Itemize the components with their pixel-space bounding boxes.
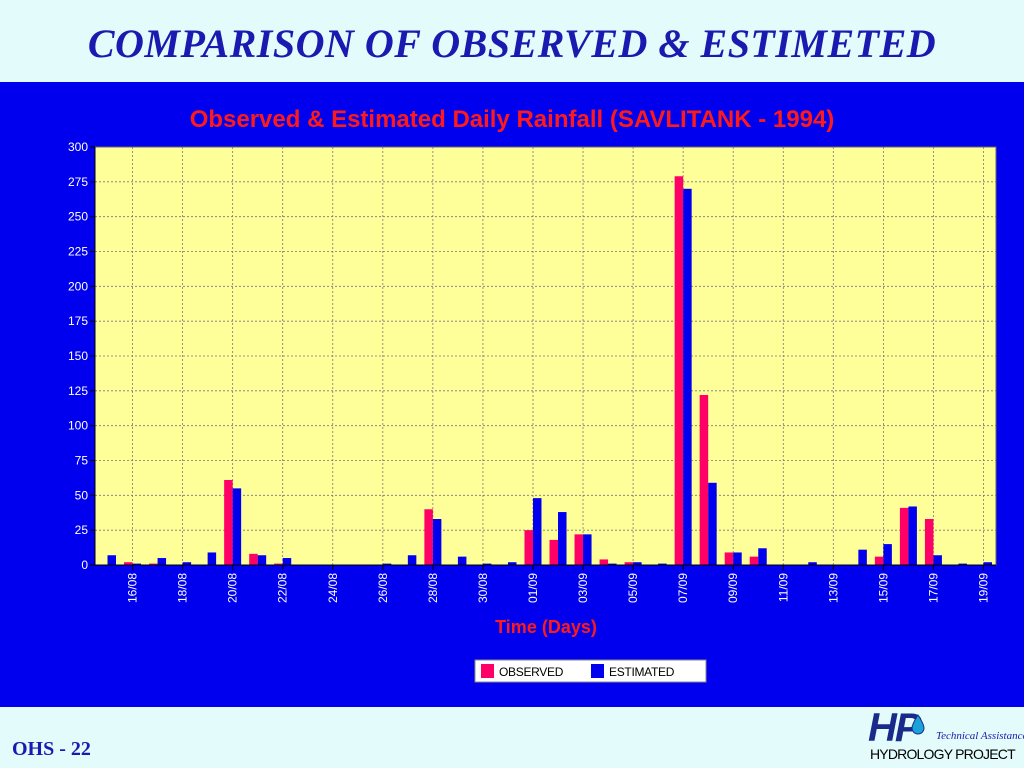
- estimated-bar: [182, 562, 192, 565]
- y-tick-label: 150: [68, 349, 88, 363]
- y-tick-label: 0: [81, 558, 88, 572]
- y-tick-label: 25: [75, 523, 89, 537]
- observed-bar: [149, 563, 158, 565]
- chart-title: Observed & Estimated Daily Rainfall (SAV…: [189, 106, 835, 133]
- x-tick-label: 17/09: [926, 573, 940, 603]
- legend-label-observed: OBSERVED: [499, 665, 564, 679]
- estimated-bar: [633, 562, 642, 565]
- estimated-bar: [658, 563, 667, 565]
- observed-bar: [274, 563, 283, 565]
- observed-bar: [424, 509, 433, 565]
- estimated-bar: [558, 512, 567, 565]
- y-tick-label: 250: [68, 210, 88, 224]
- observed-bar: [924, 519, 934, 565]
- observed-bar: [624, 562, 634, 565]
- slide-number: OHS - 22: [12, 738, 91, 760]
- x-tick-label: 24/08: [326, 573, 340, 603]
- estimated-bar: [157, 558, 167, 565]
- observed-bar: [599, 559, 609, 565]
- estimated-bar: [933, 555, 942, 565]
- x-tick-label: 16/08: [126, 573, 140, 603]
- estimated-bar: [507, 562, 517, 565]
- estimated-bar: [232, 488, 242, 565]
- estimated-bar: [482, 563, 492, 565]
- legend-box: [474, 659, 707, 683]
- estimated-bar: [758, 548, 767, 565]
- observed-bar: [674, 176, 684, 565]
- chart-legend: OBSERVED ESTIMATED: [474, 659, 707, 683]
- estimated-bar: [107, 555, 117, 565]
- estimated-bar: [808, 562, 817, 565]
- slide-title: COMPARISON OF OBSERVED & ESTIMETED: [87, 21, 937, 66]
- legend-swatch-observed: [481, 664, 494, 678]
- estimated-bar: [958, 563, 967, 565]
- x-tick-label: 07/09: [676, 573, 690, 603]
- y-tick-label: 50: [75, 488, 89, 502]
- observed-bar: [549, 539, 559, 565]
- x-tick-label: 26/08: [376, 573, 390, 603]
- y-tick-label: 125: [68, 384, 88, 398]
- y-tick-label: 200: [68, 279, 88, 293]
- logo-tagline: Technical Assistance: [936, 730, 1024, 742]
- x-tick-label: 03/09: [576, 573, 590, 603]
- x-tick-label: 11/09: [776, 573, 790, 602]
- logo-name: HYDROLOGY PROJECT: [870, 746, 1016, 762]
- observed-bar: [249, 553, 258, 565]
- observed-bar: [524, 530, 533, 565]
- estimated-bar: [983, 562, 992, 565]
- x-tick-label: 15/09: [876, 573, 890, 603]
- estimated-bar: [457, 556, 467, 565]
- estimated-bar: [683, 188, 692, 566]
- estimated-bar: [207, 552, 217, 565]
- y-tick-label: 75: [75, 454, 89, 468]
- y-tick-label: 100: [68, 419, 88, 433]
- estimated-bar: [282, 558, 292, 565]
- observed-bar: [124, 562, 133, 565]
- y-tick-label: 275: [68, 175, 88, 189]
- x-tick-label: 28/08: [426, 573, 440, 603]
- x-tick-label: 18/08: [176, 573, 190, 603]
- estimated-bar: [858, 549, 867, 565]
- y-tick-label: 300: [68, 140, 88, 154]
- x-tick-label: 05/09: [626, 573, 640, 603]
- estimated-bar: [382, 563, 392, 565]
- x-tick-label: 13/09: [826, 573, 840, 603]
- estimated-bar: [407, 555, 417, 565]
- estimated-bar: [132, 563, 142, 565]
- legend-swatch-estimated: [591, 664, 604, 678]
- x-tick-label: 20/08: [226, 573, 240, 603]
- observed-bar: [699, 395, 709, 565]
- x-tick-label: 09/09: [726, 573, 740, 603]
- y-tick-label: 225: [68, 245, 88, 259]
- estimated-bar: [908, 506, 917, 565]
- estimated-bar: [432, 519, 442, 565]
- x-tick-label: 30/08: [476, 573, 490, 603]
- estimated-bar: [883, 544, 892, 565]
- observed-bar: [749, 556, 759, 565]
- observed-bar: [574, 534, 584, 565]
- estimated-bar: [608, 563, 617, 565]
- x-tick-label: 22/08: [276, 573, 290, 603]
- water-drop-icon: [911, 714, 925, 735]
- observed-bar: [724, 552, 734, 565]
- x-axis-label: Time (Days): [495, 617, 597, 637]
- observed-bar: [899, 507, 909, 565]
- observed-bar: [874, 556, 884, 565]
- hydrology-project-logo: HP Technical Assistance HYDROLOGY PROJEC…: [866, 706, 1024, 766]
- estimated-bar: [532, 498, 542, 565]
- estimated-bar: [257, 555, 267, 565]
- x-tick-label: 01/09: [526, 573, 540, 603]
- x-tick-label: 19/09: [976, 573, 990, 603]
- estimated-bar: [733, 552, 742, 565]
- estimated-bar: [583, 534, 592, 565]
- y-tick-label: 175: [68, 314, 88, 328]
- legend-label-estimated: ESTIMATED: [609, 665, 675, 679]
- observed-bar: [224, 480, 233, 565]
- estimated-bar: [708, 482, 717, 565]
